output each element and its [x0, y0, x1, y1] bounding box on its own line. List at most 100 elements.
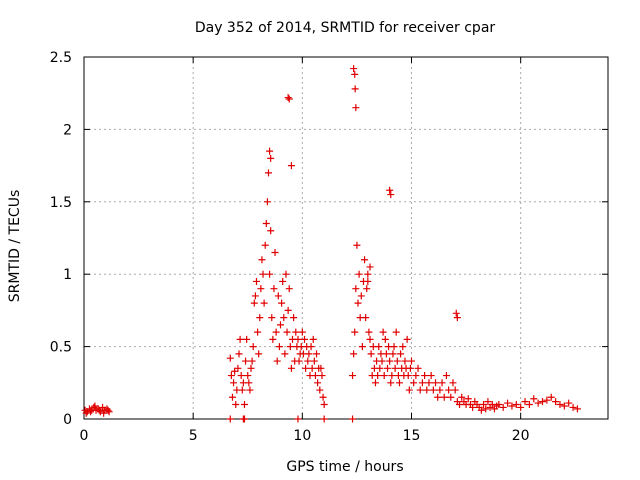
data-point [386, 357, 394, 365]
data-point [380, 372, 388, 380]
data-point [273, 357, 281, 365]
data-point [284, 94, 292, 102]
data-point [285, 285, 293, 293]
data-point [261, 241, 269, 249]
x-tick-label: 10 [293, 428, 311, 444]
data-point [388, 372, 396, 380]
data-point [287, 162, 295, 170]
data-point [387, 191, 395, 199]
data-point [383, 364, 391, 372]
data-point [453, 314, 461, 322]
data-point [395, 379, 403, 387]
data-point [270, 285, 278, 293]
data-point [87, 408, 95, 416]
data-point [451, 386, 459, 394]
data-point [258, 256, 266, 264]
data-point [272, 328, 280, 336]
data-point [438, 379, 446, 387]
data-point [318, 372, 326, 380]
data-point [534, 399, 542, 407]
data-point [464, 395, 472, 403]
data-point [363, 285, 371, 293]
data-point [480, 401, 488, 409]
data-point [416, 386, 424, 394]
data-point [412, 372, 420, 380]
data-point [512, 401, 520, 409]
data-point [552, 398, 560, 406]
data-point [295, 357, 303, 365]
data-point [302, 364, 310, 372]
data-point [307, 343, 315, 351]
data-point [525, 401, 533, 409]
data-point [452, 309, 460, 317]
data-point [226, 354, 234, 362]
data-point [269, 335, 277, 343]
data-point [364, 277, 372, 285]
y-axis-label: SRMTID / TECUs [7, 190, 23, 303]
data-point [350, 65, 358, 73]
data-point [351, 328, 359, 336]
data-point [243, 335, 251, 343]
data-point [275, 343, 283, 351]
data-point [256, 314, 264, 322]
data-point [504, 399, 512, 407]
data-point [543, 396, 551, 404]
data-point [262, 220, 270, 228]
data-point [304, 357, 312, 365]
data-point [244, 372, 252, 380]
data-point [364, 270, 372, 278]
data-point [386, 186, 394, 194]
data-point [294, 335, 302, 343]
data-point [311, 372, 319, 380]
data-point [100, 409, 108, 417]
data-point [308, 364, 316, 372]
data-point [316, 386, 324, 394]
data-point [228, 393, 236, 401]
data-point [264, 169, 272, 177]
data-point [287, 364, 295, 372]
data-point [320, 415, 328, 423]
y-tick-label: 2 [63, 122, 72, 138]
data-point [508, 402, 516, 410]
data-point [362, 314, 370, 322]
x-tick-label: 0 [80, 428, 89, 444]
data-point [237, 372, 245, 380]
data-point [251, 292, 259, 300]
data-point [82, 409, 90, 417]
data-point [301, 335, 309, 343]
data-point [235, 350, 243, 358]
data-point [381, 335, 389, 343]
data-point [366, 335, 374, 343]
data-point [442, 372, 450, 380]
data-point [404, 372, 412, 380]
data-point [440, 393, 448, 401]
data-point [499, 403, 507, 411]
data-point [248, 357, 256, 365]
data-point [279, 277, 287, 285]
y-tick-label: 0 [63, 412, 72, 428]
data-point [227, 372, 235, 380]
data-point [432, 379, 440, 387]
data-point [250, 299, 258, 307]
data-point [259, 270, 267, 278]
x-axis-label: GPS time / hours [286, 459, 403, 475]
data-point [401, 357, 409, 365]
data-point [257, 285, 265, 293]
data-point [282, 270, 290, 278]
data-point [298, 328, 306, 336]
data-point [392, 328, 400, 336]
data-point [495, 401, 503, 409]
data-point [530, 395, 538, 403]
data-point [482, 405, 490, 413]
data-point [374, 372, 382, 380]
data-point [436, 386, 444, 394]
data-point [358, 343, 366, 351]
data-point [319, 393, 327, 401]
data-point [242, 357, 250, 365]
data-point [379, 328, 387, 336]
data-point [245, 379, 253, 387]
data-point [313, 350, 321, 358]
data-point [378, 357, 386, 365]
data-point [260, 299, 268, 307]
data-point [349, 372, 357, 380]
